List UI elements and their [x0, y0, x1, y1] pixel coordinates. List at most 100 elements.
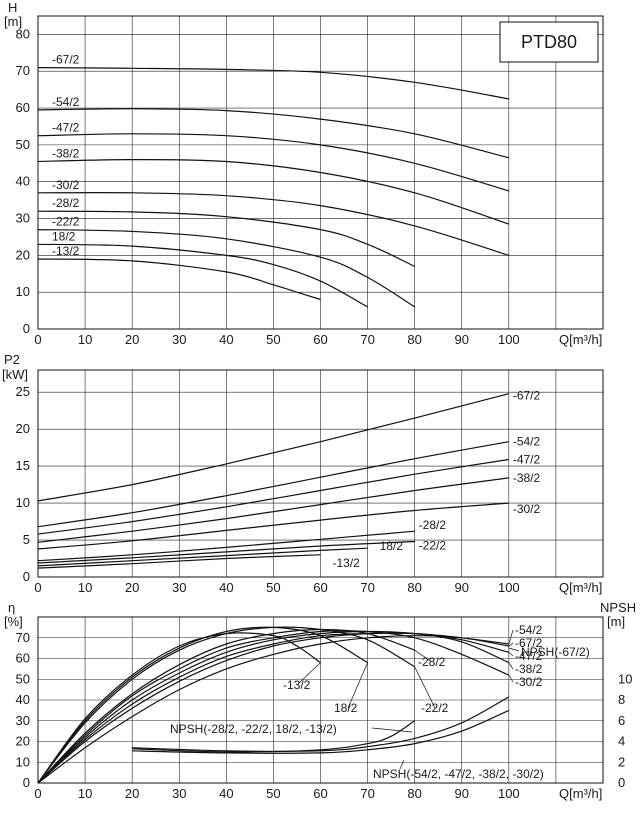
power-curve	[37, 477, 509, 543]
head-curve-label: -54/2	[52, 95, 80, 109]
head-curve	[37, 133, 509, 192]
efficiency-label-leader	[296, 662, 321, 686]
y-axis-unit: [%]	[4, 614, 23, 629]
y-tick-label: 40	[16, 692, 30, 707]
x-axis-label: Q[m³/h]	[559, 786, 602, 801]
x-tick-label: 50	[266, 580, 280, 595]
head-curve	[37, 158, 509, 225]
power-curve-label: -54/2	[513, 435, 541, 449]
y-tick-label: 15	[16, 458, 30, 473]
y-tick-label: 25	[16, 384, 30, 399]
npsh-curve-label: NPSH(-28/2, -22/2, 18/2, -13/2)	[170, 722, 337, 736]
power-curve	[37, 502, 509, 550]
x-tick-label: 40	[219, 580, 233, 595]
efficiency-curves: -13/2 18/2 -22/2 -28/2 -54/2-67/2-47/2-38/2-…	[37, 623, 543, 784]
y2-tick-label: 10	[618, 671, 632, 686]
x-tick-label: 20	[125, 332, 139, 347]
efficiency-label-leader	[508, 629, 514, 645]
efficiency-curve-label: -67/2	[515, 636, 543, 650]
x-tick-label: 70	[360, 332, 374, 347]
head-curve	[37, 243, 368, 308]
npsh-curve	[132, 709, 510, 754]
power-curve	[37, 530, 415, 562]
x-tick-label: 20	[125, 786, 139, 801]
y-tick-label: 70	[16, 63, 30, 78]
npsh-curves: NPSH(-28/2, -22/2, 18/2, -13/2) NPSH(-54/…	[132, 645, 590, 781]
efficiency-curve-label: -28/2	[418, 655, 446, 669]
y-axis-label: η	[8, 600, 15, 615]
y-tick-label: 70	[16, 630, 30, 645]
y-tick-label: 20	[16, 247, 30, 262]
head-curve	[37, 191, 509, 256]
head-curve-label: -67/2	[52, 53, 80, 67]
power-curve-label: -38/2	[513, 471, 541, 485]
head-curve	[37, 67, 509, 100]
power-curve	[37, 547, 368, 567]
x-tick-label: 0	[34, 580, 41, 595]
x-tick-label: 90	[455, 786, 469, 801]
panel-2-axes: 0 10 20 30 40 50 60 70 80 90 100 0 5 10 15 20 25 Q[m³/h]	[16, 369, 604, 595]
x-tick-label: 80	[407, 580, 421, 595]
x-tick-label: 10	[78, 332, 92, 347]
y2-tick-label: 8	[618, 692, 625, 707]
x-tick-label: 0	[34, 786, 41, 801]
efficiency-curve-label: -47/2	[515, 649, 543, 663]
efficiency-label-leader	[508, 652, 514, 657]
npsh-curve-label: NPSH(-54/2, -47/2, -38/2, -30/2)	[373, 767, 544, 781]
efficiency-curve-label: -30/2	[515, 675, 543, 689]
efficiency-label-leader	[414, 666, 436, 709]
efficiency-curve-label: -38/2	[515, 662, 543, 676]
x-tick-label: 80	[407, 332, 421, 347]
y2-axis-unit: [m]	[607, 614, 625, 629]
y-tick-label: 20	[16, 734, 30, 749]
npsh-label-leader	[371, 727, 413, 733]
panel-3-axes: 0 10 20 30 40 50 60 70 80 90 100 0 10 20 30 40 50 60 70 Q[m…	[16, 616, 604, 801]
power-curve-label: -22/2	[419, 539, 447, 553]
power-curve-label: -30/2	[513, 502, 541, 516]
x-tick-label: 60	[313, 580, 327, 595]
power-curve	[37, 554, 321, 569]
x-axis-label: Q[m³/h]	[559, 332, 602, 347]
y2-axis-label: NPSH	[600, 600, 636, 615]
x-tick-label: 100	[498, 332, 520, 347]
head-curve-label: -47/2	[52, 121, 80, 135]
x-tick-label: 50	[266, 786, 280, 801]
y-tick-label: 20	[16, 421, 30, 436]
y-axis-label: H	[8, 0, 17, 15]
y-axis-unit: [m]	[4, 14, 22, 29]
y2-tick-label: 4	[618, 734, 625, 749]
head-curve	[37, 210, 415, 267]
head-curve-label: 18/2	[52, 229, 76, 243]
efficiency-curve-label: -13/2	[283, 678, 311, 692]
y-tick-label: 0	[23, 775, 30, 790]
power-curve	[37, 393, 509, 502]
npsh-curve	[132, 720, 416, 753]
y-tick-label: 60	[16, 100, 30, 115]
power-curve-label: -47/2	[513, 452, 541, 466]
power-curve	[37, 458, 509, 535]
y-tick-label: 10	[16, 284, 30, 299]
x-tick-label: 20	[125, 580, 139, 595]
power-curve-label: 18/2	[380, 539, 404, 553]
x-tick-label: 90	[455, 332, 469, 347]
head-curve-label: -38/2	[52, 146, 80, 160]
efficiency-label-leader	[508, 662, 514, 670]
head-curve	[37, 258, 321, 301]
plot-frame	[37, 369, 604, 578]
x-tick-label: 50	[266, 332, 280, 347]
npsh-label-leader	[399, 759, 405, 770]
x-tick-label: 40	[219, 332, 233, 347]
x-tick-label: 30	[172, 786, 186, 801]
chart-title: PTD80	[521, 32, 577, 52]
x-tick-label: 70	[360, 580, 374, 595]
head-curve-label: -30/2	[52, 178, 80, 192]
y-axis-unit: [kW]	[2, 367, 28, 382]
head-curve-label: -28/2	[52, 196, 80, 210]
y-tick-label: 40	[16, 174, 30, 189]
x-tick-label: 100	[498, 786, 520, 801]
power-curve-label: -67/2	[513, 389, 541, 403]
x-axis-label: Q[m³/h]	[559, 580, 602, 595]
efficiency-label-leader	[347, 662, 368, 709]
head-curve	[37, 108, 509, 159]
y-tick-label: 0	[23, 321, 30, 336]
